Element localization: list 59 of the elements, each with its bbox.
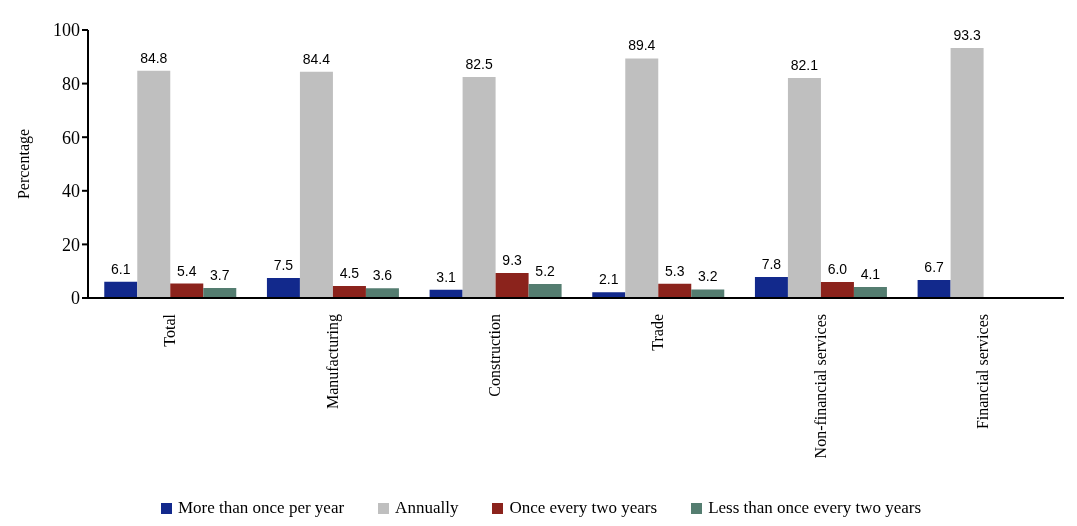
bar bbox=[658, 283, 692, 298]
data-label: 4.1 bbox=[860, 266, 881, 283]
legend-label: Annually bbox=[394, 498, 459, 518]
bar bbox=[754, 277, 788, 298]
data-label: 89.4 bbox=[628, 37, 656, 54]
legend-label: Less than once every two years bbox=[707, 498, 922, 518]
bar bbox=[787, 77, 821, 298]
data-label: 7.8 bbox=[761, 256, 782, 273]
bar bbox=[137, 70, 171, 298]
data-label: 3.7 bbox=[210, 267, 230, 284]
data-label: 82.5 bbox=[465, 55, 493, 72]
bar bbox=[365, 288, 399, 298]
data-label: 5.4 bbox=[177, 262, 197, 279]
data-label: 6.1 bbox=[111, 260, 131, 277]
bar bbox=[820, 281, 854, 298]
bar bbox=[950, 47, 984, 298]
bar bbox=[203, 288, 237, 298]
bar bbox=[332, 285, 366, 298]
data-label: 5.2 bbox=[535, 263, 556, 280]
y-tick-label: 20 bbox=[62, 234, 80, 255]
data-label: 84.8 bbox=[140, 49, 168, 66]
bar bbox=[495, 273, 529, 298]
y-axis-title: Percentage bbox=[14, 128, 33, 200]
x-tick-label: Non-financial services bbox=[811, 314, 829, 459]
bar bbox=[299, 71, 333, 298]
data-label: 9.3 bbox=[502, 252, 523, 269]
y-tick-label: 80 bbox=[62, 73, 80, 94]
legend-label: More than once per year bbox=[176, 498, 345, 518]
x-tick-label: Total bbox=[160, 313, 178, 347]
bar bbox=[917, 280, 951, 298]
bar bbox=[528, 284, 562, 298]
data-label: 5.3 bbox=[665, 262, 685, 279]
bar bbox=[462, 76, 496, 298]
y-tick-label: 0 bbox=[71, 288, 80, 309]
data-label: 2.1 bbox=[599, 271, 619, 288]
y-tick-label: 100 bbox=[53, 20, 80, 41]
x-tick-label: Construction bbox=[486, 314, 504, 397]
y-tick-label: 40 bbox=[62, 181, 80, 202]
bar bbox=[691, 289, 725, 298]
x-tick-label: Financial services bbox=[974, 314, 992, 430]
data-label: 3.2 bbox=[698, 268, 718, 285]
bar bbox=[625, 58, 659, 298]
legend-label: Once every two years bbox=[508, 498, 658, 518]
x-tick-label: Manufacturing bbox=[323, 314, 342, 410]
bar bbox=[104, 281, 138, 298]
data-label: 3.1 bbox=[436, 268, 457, 285]
bar bbox=[853, 287, 887, 298]
x-tick-label: Trade bbox=[648, 314, 666, 351]
data-label: 3.6 bbox=[372, 267, 393, 284]
bar bbox=[266, 277, 300, 298]
data-label: 4.5 bbox=[339, 264, 360, 281]
data-label: 82.1 bbox=[790, 56, 819, 73]
data-label: 6.0 bbox=[827, 260, 848, 277]
y-tick-label: 60 bbox=[62, 127, 80, 148]
data-label: 6.7 bbox=[924, 259, 945, 276]
data-label: 7.5 bbox=[273, 256, 294, 273]
bar bbox=[170, 283, 204, 298]
data-label: 93.3 bbox=[953, 26, 981, 43]
data-label: 84.4 bbox=[302, 50, 331, 67]
